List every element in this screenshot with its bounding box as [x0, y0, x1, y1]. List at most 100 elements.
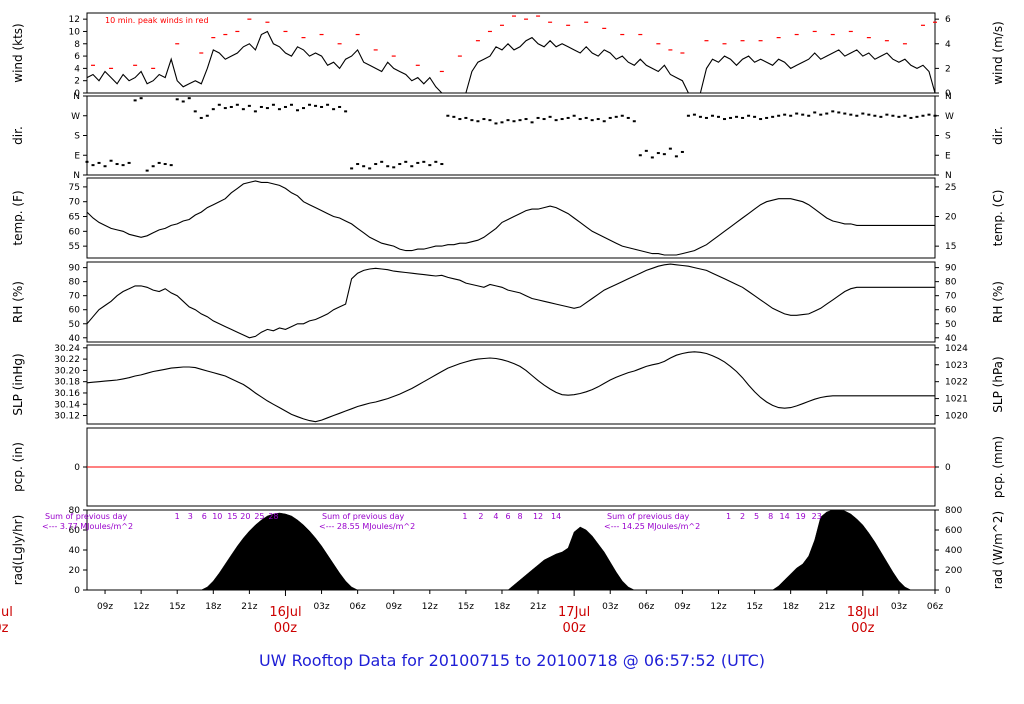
xtick-label: 12z: [422, 602, 438, 612]
ytick-label-left-dir: N: [73, 92, 80, 102]
day-label: 16Jul: [269, 605, 301, 620]
xtick-label: 15z: [746, 602, 762, 612]
xtick-label: 03z: [602, 602, 618, 612]
dir-point: [392, 166, 396, 169]
dir-point: [374, 163, 378, 166]
dir-point: [831, 110, 835, 113]
dir-point: [326, 103, 330, 106]
dir-point: [662, 153, 666, 156]
dir-point: [861, 112, 865, 115]
dir-point: [867, 113, 871, 116]
dir-point: [560, 118, 564, 121]
dir-point: [927, 113, 931, 116]
dir-point: [253, 110, 257, 113]
ytick-label-left-dir: S: [74, 132, 80, 142]
dir-point: [644, 149, 648, 152]
ylabel-left-dir: dir.: [11, 126, 25, 145]
ytick-label-right-dir: N: [945, 171, 952, 181]
ytick-label-right-rh: 90: [945, 264, 957, 274]
dir-point: [410, 165, 414, 168]
dir-point: [332, 108, 336, 111]
rad-hour-label: 8: [768, 512, 773, 521]
xtick-label: 03z: [313, 602, 329, 612]
ytick-label-left-rh: 80: [69, 278, 81, 288]
rad-hour-label: 19: [796, 512, 806, 521]
ytick-label-left-wind: 6: [74, 52, 80, 62]
ytick-label-left-rh: 50: [69, 320, 81, 330]
dir-point: [434, 160, 438, 163]
xtick-label: 09z: [386, 602, 402, 612]
rad-hour-label: 10: [212, 512, 222, 521]
dir-point: [572, 114, 576, 117]
dir-point: [777, 114, 781, 117]
dir-point: [470, 119, 474, 122]
dir-point: [169, 164, 173, 167]
panel-frame-dir: [86, 95, 936, 176]
panel-dir: dir. dir.N NE ES SW WN N: [11, 92, 1005, 181]
ytick-label-left-rh: 40: [69, 334, 81, 344]
dir-point: [91, 164, 95, 167]
rad-hour-label: 3: [188, 512, 193, 521]
rad-hour-label: 1: [726, 512, 731, 521]
ytick-label-left-rad: 60: [69, 526, 81, 536]
dir-point: [590, 119, 594, 122]
dir-point: [819, 113, 823, 116]
ylabel-right-pcp: pcp. (mm): [991, 436, 1005, 498]
ytick-label-right-rh: 40: [945, 334, 957, 344]
day-hour-label: 00z: [0, 621, 9, 636]
dir-point: [241, 108, 245, 111]
xtick-label: 15z: [169, 602, 185, 612]
dir-point: [735, 115, 739, 118]
ytick-label-right-slp: 1020: [945, 412, 968, 422]
dir-point: [428, 164, 432, 167]
dir-point: [620, 114, 624, 117]
ytick-label-right-rad: 200: [945, 566, 962, 576]
ytick-label-left-slp: 30.18: [54, 378, 80, 388]
panel-frame-wind: [86, 12, 936, 94]
ylabel-right-wind: wind (m/s): [991, 21, 1005, 85]
dir-point: [416, 161, 420, 164]
dir-point: [512, 120, 516, 123]
ytick-label-right-wind: 0: [945, 89, 951, 99]
dir-point: [686, 114, 690, 117]
dir-point: [446, 114, 450, 117]
dir-point: [897, 115, 901, 118]
ytick-label-left-temp: 75: [69, 183, 80, 193]
rad-hour-label: 28: [268, 512, 278, 521]
dir-point: [494, 122, 498, 125]
rad-hour-label: 23: [812, 512, 822, 521]
ytick-label-right-rad: 400: [945, 546, 962, 556]
day-label: 17Jul: [558, 605, 590, 620]
dir-point: [825, 112, 829, 115]
ylabel-left-wind: wind (kts): [11, 23, 25, 82]
dir-point: [295, 109, 299, 112]
ytick-label-left-temp: 70: [69, 198, 81, 208]
dir-point: [85, 160, 89, 163]
ytick-label-left-rh: 60: [69, 306, 81, 316]
dir-point: [362, 165, 366, 168]
dir-point: [308, 103, 312, 106]
dir-point: [187, 97, 191, 100]
dir-point: [729, 116, 733, 119]
dir-point: [452, 115, 456, 118]
ytick-label-right-rad: 0: [945, 586, 951, 596]
dir-point: [422, 160, 426, 163]
xtick-label: 15z: [458, 602, 474, 612]
rad-hour-label: 1: [175, 512, 180, 521]
dir-point: [259, 105, 263, 108]
dir-point: [704, 116, 708, 119]
dir-point: [584, 116, 588, 119]
ytick-label-left-rad: 80: [69, 506, 81, 516]
dir-point: [626, 116, 630, 119]
dir-point: [843, 112, 847, 115]
dir-point: [747, 114, 751, 117]
xtick-label: 06z: [927, 602, 943, 612]
dir-point: [771, 115, 775, 118]
dir-point: [903, 114, 907, 117]
rad-hour-label: 8: [517, 512, 522, 521]
dir-point: [807, 114, 811, 117]
rad-area: [87, 509, 935, 591]
dir-point: [650, 156, 654, 159]
ytick-label-left-wind: 8: [74, 40, 80, 50]
ylabel-right-rad: rad (W/m^2): [991, 511, 1005, 589]
